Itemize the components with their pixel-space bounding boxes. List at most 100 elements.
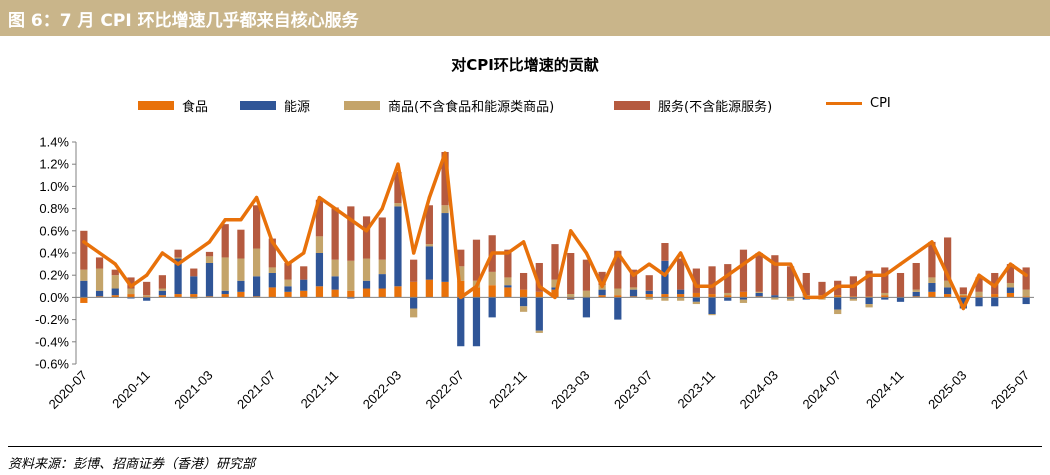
source-note: 资料来源：彭博、招商证券（香港）研究部 <box>8 457 256 472</box>
cpi-point <box>977 273 981 277</box>
bar-segment-2 <box>645 297 653 300</box>
bar-segment-1 <box>739 297 748 300</box>
bar-segment-1 <box>944 287 952 295</box>
bar-segment-2 <box>771 297 779 300</box>
bar-segment-2 <box>739 299 748 303</box>
x-tick-label: 2023-03 <box>548 368 592 412</box>
cpi-point <box>867 273 871 277</box>
bar-segment-2 <box>190 297 198 299</box>
y-tick-label: 0.6% <box>39 223 69 238</box>
bar-segment-1 <box>268 272 276 288</box>
bar-segment-3 <box>881 267 889 293</box>
bar-segment-1 <box>865 297 873 305</box>
legend-label-cpi: CPI <box>870 96 891 111</box>
bar-segment-2 <box>457 266 465 281</box>
bar-segment-3 <box>677 258 685 290</box>
bar-segment-3 <box>802 272 810 296</box>
y-tick-label: 1.2% <box>39 157 69 172</box>
bar-segment-3 <box>959 287 967 295</box>
bar-segment-0 <box>677 294 685 298</box>
bar-segment-0 <box>755 296 763 298</box>
bar-segment-2 <box>504 277 512 286</box>
bar-segment-3 <box>331 207 339 260</box>
x-tick-label: 2020-07 <box>46 368 90 412</box>
bar-segment-3 <box>1006 264 1015 283</box>
bar-segment-2 <box>724 292 732 296</box>
bar-segment-1 <box>567 298 575 300</box>
bar-segment-1 <box>315 253 324 287</box>
x-tick-label: 2021-03 <box>171 368 215 412</box>
bar-segment-2 <box>551 279 559 288</box>
bar-segment-1 <box>127 297 135 299</box>
cpi-point <box>757 251 761 255</box>
bar-segment-3 <box>912 262 920 290</box>
bar-segment-0 <box>378 288 386 298</box>
bar-segment-3 <box>975 277 983 292</box>
cpi-point <box>145 273 149 277</box>
bar-segment-3 <box>692 268 700 293</box>
bar-segment-2 <box>582 290 591 298</box>
legend-item-energy: 能源 <box>240 96 310 115</box>
bar-segment-1 <box>692 297 700 302</box>
bar-segment-1 <box>1022 297 1030 305</box>
bar-segment-2 <box>410 308 418 318</box>
bar-segment-0 <box>347 290 355 298</box>
cpi-point <box>396 162 400 166</box>
bar-segment-3 <box>504 249 512 278</box>
legend-label-core-services: 服务(不含能源服务) <box>658 100 773 115</box>
bar-segment-1 <box>190 276 198 295</box>
bar-segment-3 <box>535 262 543 292</box>
cpi-point <box>961 306 965 311</box>
bar-segment-0 <box>268 287 276 298</box>
x-tick-label: 2022-03 <box>360 368 404 412</box>
cpi-point <box>207 240 212 244</box>
bar-segment-3 <box>457 249 465 267</box>
bar-segment-1 <box>629 289 638 297</box>
bar-segment-3 <box>896 272 905 298</box>
cpi-point <box>930 240 934 244</box>
legend-label-core-goods: 商品(不含食品和能源类商品) <box>388 100 555 115</box>
bar-segment-1 <box>724 297 732 301</box>
bar-segment-0 <box>394 286 402 298</box>
bar-segment-1 <box>331 276 339 290</box>
y-tick-label: -0.4% <box>35 334 69 349</box>
bar-segment-1 <box>300 279 308 291</box>
y-tick-label: 0.8% <box>39 201 69 216</box>
bar-segment-0 <box>284 291 292 298</box>
legend-item-food: 食品 <box>138 96 208 115</box>
cpi-point <box>192 251 196 255</box>
bar-segment-0 <box>598 295 606 298</box>
bar-segment-0 <box>629 296 638 298</box>
cpi-point <box>946 273 950 277</box>
bar-segment-1 <box>111 288 119 296</box>
bar-segment-0 <box>975 296 983 298</box>
y-tick-label: 0.0% <box>39 290 69 305</box>
bar-segment-0 <box>472 287 481 298</box>
bar-segment-0 <box>1006 292 1015 298</box>
cpi-point <box>679 251 683 255</box>
bar-segment-2 <box>661 297 669 301</box>
bar-segment-3 <box>127 277 135 289</box>
bar-segment-1 <box>551 287 559 290</box>
x-tick-label: 2025-07 <box>988 368 1032 412</box>
cpi-point <box>317 195 322 200</box>
bar-segment-2 <box>959 294 967 296</box>
x-tick-label: 2021-11 <box>298 368 342 412</box>
bar-segment-2 <box>347 260 355 291</box>
bar-segment-2 <box>362 258 371 281</box>
cpi-point <box>286 262 290 266</box>
bar-segment-1 <box>614 297 622 320</box>
bar-segment-3 <box>771 255 779 296</box>
bar-segment-3 <box>441 151 449 206</box>
cpi-contribution-chart: -0.6% -0.4% -0.2% 0.0% 0.2% 0.4% 0.6% 0.8% 1.0% 1… <box>35 135 1034 412</box>
bar-segment-0 <box>944 294 952 298</box>
x-tick-label: 2022-11 <box>486 368 530 412</box>
x-tick-label: 2023-11 <box>675 368 719 412</box>
bar-segment-3 <box>865 270 873 297</box>
bar-segment-3 <box>786 266 795 297</box>
bar-segment-0 <box>692 292 700 298</box>
bar-segment-1 <box>378 274 386 289</box>
bar-segment-2 <box>315 236 324 253</box>
cpi-point <box>647 262 651 266</box>
cpi-point <box>553 295 557 299</box>
